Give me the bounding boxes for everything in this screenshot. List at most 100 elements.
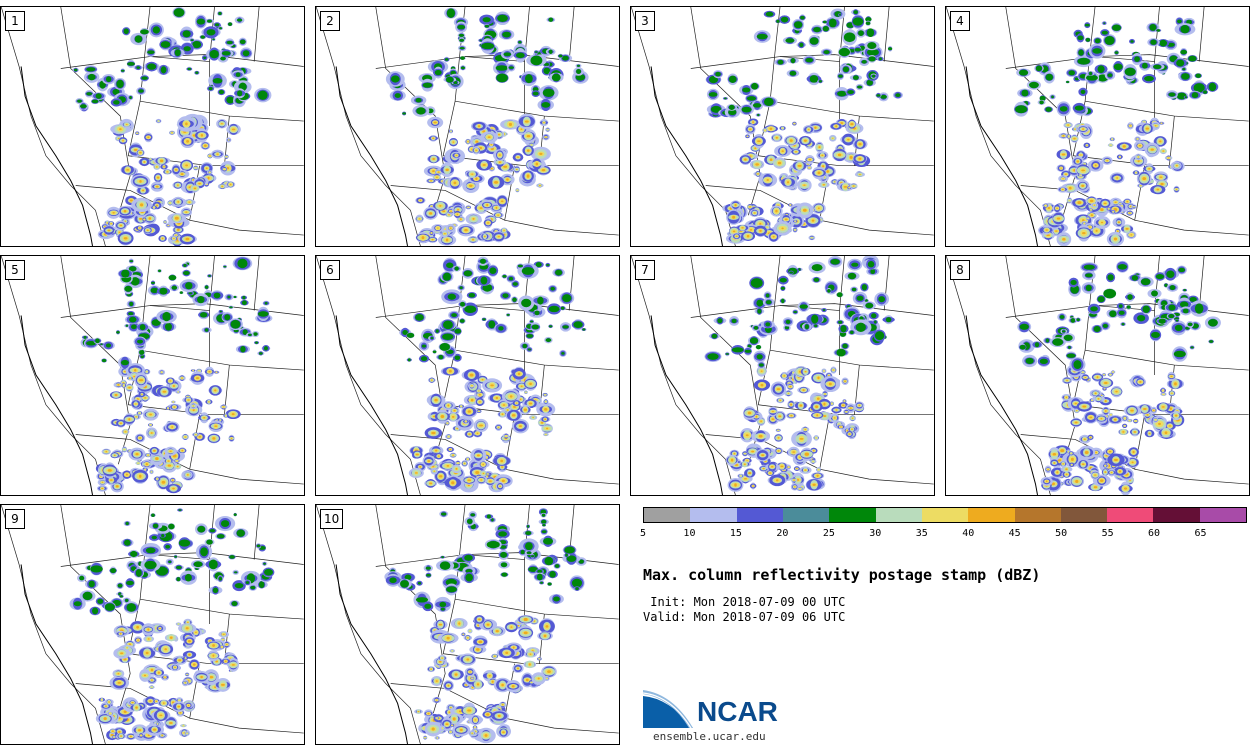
reflectivity-cell [437,171,440,173]
state-border [209,256,215,311]
reflectivity-cell [794,228,796,231]
reflectivity-cell [508,66,514,69]
reflectivity-cell [480,479,483,481]
reflectivity-cell [230,437,233,439]
reflectivity-cell [786,181,790,184]
reflectivity-cell [814,126,817,129]
reflectivity-cell [1078,49,1084,56]
reflectivity-cell [198,435,201,438]
reflectivity-cell [128,312,134,316]
state-border [1,7,106,246]
reflectivity-cell [508,122,513,127]
reflectivity-cell [858,142,862,146]
reflectivity-cell [439,475,443,478]
reflectivity-cell [119,422,123,424]
reflectivity-cell [1054,230,1058,232]
reflectivity-cell [1090,214,1093,217]
reflectivity-cell [467,206,470,209]
reflectivity-cell [468,433,471,435]
reflectivity-cell [1067,124,1069,126]
reflectivity-cell [1128,212,1131,214]
reflectivity-cell [161,237,164,240]
reflectivity-cell [221,51,231,56]
reflectivity-cell [539,184,541,187]
reflectivity-cell [158,269,162,273]
reflectivity-cell [432,465,435,468]
reflectivity-cell [221,185,224,187]
reflectivity-cell [257,311,269,317]
reflectivity-cell [818,80,822,83]
reflectivity-cell [128,418,131,421]
reflectivity-cell [135,452,139,456]
reflectivity-cell [511,414,516,417]
reflectivity-cell [1117,221,1121,224]
reflectivity-cell [495,206,498,209]
reflectivity-cell [472,238,474,241]
reflectivity-cell [431,379,433,381]
reflectivity-cell [212,78,223,84]
reflectivity-cell [486,222,490,224]
reflectivity-cell [838,48,851,57]
reflectivity-cell [486,203,489,207]
state-border [770,100,934,122]
reflectivity-cell [1061,188,1064,191]
reflectivity-cell [160,41,171,48]
reflectivity-cell [169,450,172,452]
reflectivity-cell [780,16,789,23]
reflectivity-cell [146,229,149,232]
reflectivity-cell [467,479,472,482]
reflectivity-cell [115,485,119,488]
reflectivity-cell [237,258,248,269]
reflectivity-cell [444,58,449,61]
reflectivity-cell [112,88,120,95]
reflectivity-cell [415,453,419,456]
reflectivity-cell [769,127,773,130]
reflectivity-cell [139,349,145,355]
reflectivity-cell [215,371,218,374]
reflectivity-cell [499,485,501,488]
reflectivity-cell [479,401,481,403]
reflectivity-cell [129,260,134,263]
reflectivity-cell [484,24,490,28]
reflectivity-cell [225,156,228,158]
reflectivity-cell [141,393,143,395]
state-border [149,305,210,376]
reflectivity-cell [454,266,459,271]
reflectivity-cell [446,8,456,18]
reflectivity-cell [545,136,547,138]
reflectivity-cell [415,97,422,103]
reflectivity-cell [231,413,235,416]
reflectivity-cell [129,199,133,202]
reflectivity-cell [160,66,167,74]
reflectivity-cell [515,52,525,59]
reflectivity-cell [757,113,760,117]
reflectivity-cell [419,199,422,201]
reflectivity-cell [543,67,551,75]
reflectivity-cell [164,221,166,223]
state-border [375,303,619,318]
reflectivity-cell [173,406,176,408]
reflectivity-cell [231,128,236,131]
reflectivity-cell [455,154,458,156]
member-label: 5 [5,260,25,280]
reflectivity-cell [530,144,533,146]
reflectivity-cell [248,333,252,337]
reflectivity-cell [186,139,190,143]
reflectivity-cell [495,65,508,71]
reflectivity-cell [840,122,844,125]
reflectivity-cell [263,346,268,351]
reflectivity-cell [504,435,508,438]
reflectivity-cell [1093,204,1096,206]
reflectivity-cell [544,393,547,396]
reflectivity-cell [1081,184,1085,187]
reflectivity-cell [394,93,401,98]
reflectivity-cell [174,49,181,57]
reflectivity-cell [516,189,519,192]
reflectivity-cell [164,322,172,331]
reflectivity-cell [155,204,159,207]
reflectivity-cell [1180,25,1190,34]
reflectivity-cell [107,469,112,472]
reflectivity-cell [162,390,167,393]
reflectivity-cell [433,470,435,472]
reflectivity-cell [1062,135,1065,137]
